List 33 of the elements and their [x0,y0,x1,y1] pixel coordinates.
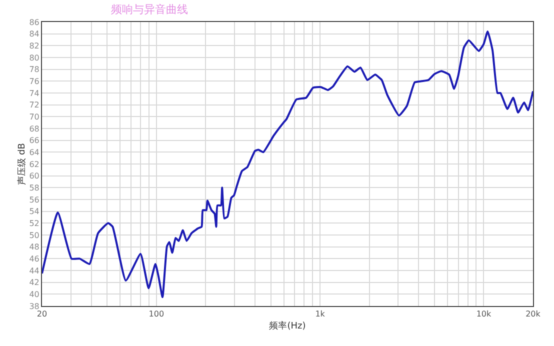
y-tick-label: 54 [29,207,40,216]
y-tick-label: 62 [29,160,40,169]
y-tick-label: 42 [29,278,40,288]
y-tick-label: 78 [29,65,40,74]
y-tick-label: 82 [29,41,40,50]
x-tick-label: 20 [36,310,48,319]
y-tick-label: 66 [29,136,40,146]
y-tick-label: 48 [29,242,40,252]
y-tick-label: 40 [29,290,40,299]
y-tick-label: 76 [29,76,40,86]
y-tick-label: 72 [29,100,40,110]
y-tick-label: 86 [29,18,40,27]
y-tick-label: 38 [29,302,40,311]
y-tick-label: 46 [29,254,40,264]
y-tick-label: 60 [29,172,40,181]
x-tick-label: 20k [526,310,541,319]
x-tick-label: 10k [476,310,492,319]
y-tick-label: 56 [29,195,40,204]
y-tick-label: 84 [29,30,40,39]
y-tick-label: 58 [29,183,40,192]
y-tick-label: 44 [29,266,40,276]
y-tick-label: 70 [29,112,40,122]
y-tick-label: 50 [29,230,40,240]
x-axis-title: 频率(Hz) [269,320,306,332]
y-axis-title: 声压级 dB [16,143,28,185]
y-tick-label: 80 [29,53,40,62]
y-tick-label: 64 [29,148,40,157]
x-tick-label: 100 [148,310,164,319]
y-tick-label: 74 [29,88,40,98]
y-tick-label: 52 [29,218,40,228]
y-tick-label: 68 [29,124,40,134]
x-tick-label: 1k [315,310,326,319]
chart-title: 频响与异音曲线 [110,2,188,16]
